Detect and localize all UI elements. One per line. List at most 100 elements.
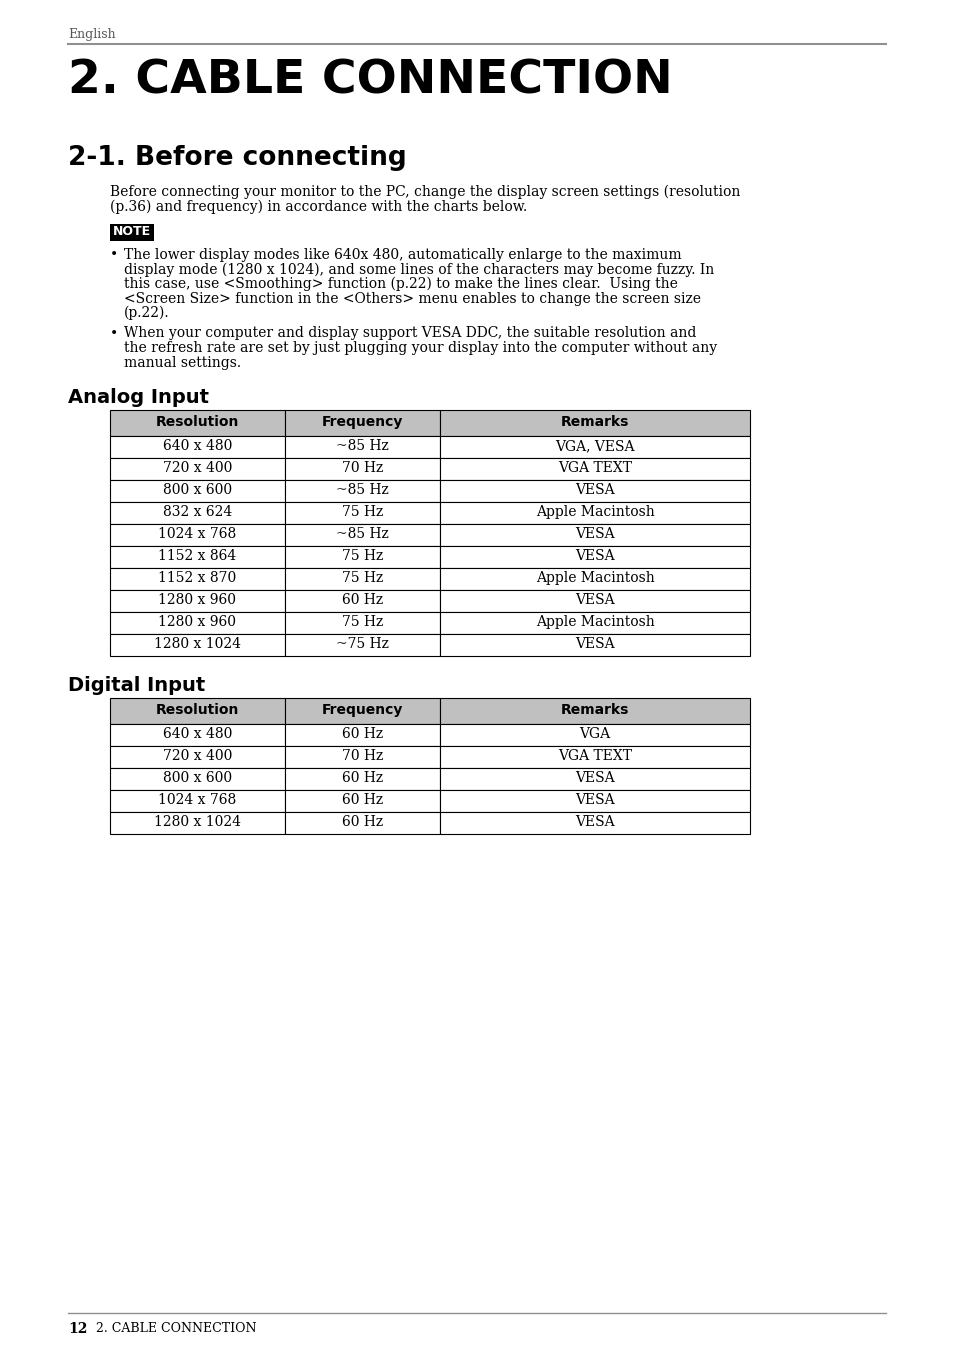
Text: ~85 Hz: ~85 Hz bbox=[335, 527, 389, 541]
Bar bbox=[285, 698, 439, 724]
Text: 640 x 480: 640 x 480 bbox=[163, 727, 232, 741]
Text: 1024 x 768: 1024 x 768 bbox=[158, 527, 236, 541]
Bar bbox=[110, 501, 285, 524]
Text: VESA: VESA bbox=[575, 771, 614, 785]
Text: Apple Macintosh: Apple Macintosh bbox=[535, 572, 654, 585]
Text: 1280 x 960: 1280 x 960 bbox=[158, 593, 236, 607]
Text: The lower display modes like 640x 480, automatically enlarge to the maximum: The lower display modes like 640x 480, a… bbox=[124, 248, 680, 262]
Bar bbox=[439, 790, 749, 811]
Text: Resolution: Resolution bbox=[155, 415, 239, 429]
Bar bbox=[439, 480, 749, 501]
Bar bbox=[439, 501, 749, 524]
Bar bbox=[110, 435, 285, 458]
Text: VESA: VESA bbox=[575, 527, 614, 541]
Text: <Screen Size> function in the <Others> menu enables to change the screen size: <Screen Size> function in the <Others> m… bbox=[124, 291, 700, 306]
Bar bbox=[110, 768, 285, 790]
Text: VGA: VGA bbox=[578, 727, 610, 741]
Bar bbox=[285, 501, 439, 524]
Bar bbox=[439, 435, 749, 458]
Bar bbox=[110, 745, 285, 768]
Bar bbox=[285, 768, 439, 790]
Text: 1152 x 870: 1152 x 870 bbox=[158, 572, 236, 585]
Text: (p.22).: (p.22). bbox=[124, 306, 170, 321]
Bar bbox=[285, 410, 439, 435]
Text: 1152 x 864: 1152 x 864 bbox=[158, 549, 236, 563]
Bar bbox=[439, 634, 749, 656]
Text: VESA: VESA bbox=[575, 816, 614, 829]
Text: Analog Input: Analog Input bbox=[68, 388, 209, 407]
Text: 800 x 600: 800 x 600 bbox=[163, 483, 232, 497]
Text: English: English bbox=[68, 28, 115, 40]
Text: 75 Hz: 75 Hz bbox=[341, 572, 383, 585]
Bar bbox=[110, 790, 285, 811]
Bar bbox=[439, 698, 749, 724]
Text: 2-1. Before connecting: 2-1. Before connecting bbox=[68, 146, 406, 171]
Text: 60 Hz: 60 Hz bbox=[341, 771, 383, 785]
Bar bbox=[285, 524, 439, 546]
Text: the refresh rate are set by just plugging your display into the computer without: the refresh rate are set by just pluggin… bbox=[124, 341, 717, 355]
Bar bbox=[285, 724, 439, 745]
Text: Before connecting your monitor to the PC, change the display screen settings (re: Before connecting your monitor to the PC… bbox=[110, 185, 740, 200]
Text: •: • bbox=[110, 326, 118, 341]
Text: 60 Hz: 60 Hz bbox=[341, 793, 383, 807]
Text: Remarks: Remarks bbox=[560, 704, 629, 717]
Text: Apple Macintosh: Apple Macintosh bbox=[535, 506, 654, 519]
Text: 70 Hz: 70 Hz bbox=[341, 749, 383, 763]
Text: 1280 x 1024: 1280 x 1024 bbox=[153, 638, 241, 651]
Bar bbox=[110, 524, 285, 546]
Bar bbox=[439, 524, 749, 546]
Text: 640 x 480: 640 x 480 bbox=[163, 439, 232, 453]
Bar bbox=[285, 480, 439, 501]
Bar bbox=[110, 568, 285, 590]
Bar bbox=[439, 410, 749, 435]
Bar bbox=[110, 811, 285, 834]
Text: 75 Hz: 75 Hz bbox=[341, 549, 383, 563]
Bar bbox=[110, 546, 285, 568]
Bar bbox=[110, 224, 153, 241]
Text: Resolution: Resolution bbox=[155, 704, 239, 717]
Text: 1280 x 960: 1280 x 960 bbox=[158, 615, 236, 630]
Text: Frequency: Frequency bbox=[321, 704, 403, 717]
Bar bbox=[439, 458, 749, 480]
Text: 1280 x 1024: 1280 x 1024 bbox=[153, 816, 241, 829]
Text: 720 x 400: 720 x 400 bbox=[163, 461, 232, 474]
Bar bbox=[110, 698, 285, 724]
Text: VGA, VESA: VGA, VESA bbox=[555, 439, 634, 453]
Bar bbox=[285, 745, 439, 768]
Text: 75 Hz: 75 Hz bbox=[341, 615, 383, 630]
Text: ~85 Hz: ~85 Hz bbox=[335, 439, 389, 453]
Bar bbox=[285, 546, 439, 568]
Text: Remarks: Remarks bbox=[560, 415, 629, 429]
Bar bbox=[110, 612, 285, 634]
Text: 800 x 600: 800 x 600 bbox=[163, 771, 232, 785]
Bar bbox=[439, 612, 749, 634]
Text: ~75 Hz: ~75 Hz bbox=[335, 638, 389, 651]
Bar bbox=[285, 435, 439, 458]
Bar bbox=[110, 410, 285, 435]
Bar bbox=[439, 590, 749, 612]
Text: 60 Hz: 60 Hz bbox=[341, 593, 383, 607]
Text: manual settings.: manual settings. bbox=[124, 356, 241, 369]
Bar bbox=[439, 745, 749, 768]
Text: ~85 Hz: ~85 Hz bbox=[335, 483, 389, 497]
Bar bbox=[439, 768, 749, 790]
Bar bbox=[439, 811, 749, 834]
Text: 2. CABLE CONNECTION: 2. CABLE CONNECTION bbox=[96, 1322, 256, 1335]
Bar bbox=[285, 790, 439, 811]
Text: 720 x 400: 720 x 400 bbox=[163, 749, 232, 763]
Bar bbox=[285, 811, 439, 834]
Text: VESA: VESA bbox=[575, 483, 614, 497]
Text: 60 Hz: 60 Hz bbox=[341, 816, 383, 829]
Bar bbox=[439, 546, 749, 568]
Text: Digital Input: Digital Input bbox=[68, 675, 205, 696]
Text: VGA TEXT: VGA TEXT bbox=[558, 749, 631, 763]
Bar bbox=[110, 724, 285, 745]
Text: When your computer and display support VESA DDC, the suitable resolution and: When your computer and display support V… bbox=[124, 326, 696, 341]
Text: Frequency: Frequency bbox=[321, 415, 403, 429]
Text: display mode (1280 x 1024), and some lines of the characters may become fuzzy. I: display mode (1280 x 1024), and some lin… bbox=[124, 263, 714, 276]
Text: 12: 12 bbox=[68, 1322, 88, 1336]
Bar bbox=[110, 458, 285, 480]
Bar bbox=[285, 634, 439, 656]
Text: 60 Hz: 60 Hz bbox=[341, 727, 383, 741]
Text: 2. CABLE CONNECTION: 2. CABLE CONNECTION bbox=[68, 58, 672, 102]
